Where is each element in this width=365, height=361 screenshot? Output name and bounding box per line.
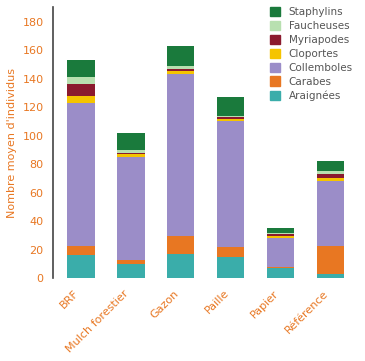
Bar <box>217 247 245 257</box>
Bar <box>67 60 95 77</box>
Bar <box>67 84 95 96</box>
Bar <box>167 254 195 278</box>
Bar <box>117 264 145 278</box>
Bar <box>67 96 95 103</box>
Bar <box>317 171 344 174</box>
Bar <box>167 71 195 74</box>
Bar <box>167 235 195 254</box>
Bar <box>217 97 245 116</box>
Bar <box>117 154 145 157</box>
Bar <box>117 153 145 154</box>
Bar <box>67 103 95 245</box>
Bar <box>267 267 294 268</box>
Bar <box>217 121 245 247</box>
Bar <box>67 77 95 84</box>
Bar <box>217 116 245 117</box>
Bar <box>167 74 195 235</box>
Bar <box>167 46 195 66</box>
Bar <box>267 235 294 238</box>
Bar <box>167 66 195 69</box>
Bar <box>217 117 245 118</box>
Bar <box>67 256 95 278</box>
Bar <box>317 161 344 171</box>
Bar <box>167 69 195 71</box>
Bar <box>117 150 145 153</box>
Bar <box>117 157 145 260</box>
Bar <box>317 245 344 274</box>
Bar <box>267 268 294 278</box>
Bar <box>317 181 344 245</box>
Bar <box>317 174 344 178</box>
Bar <box>267 229 294 232</box>
Bar <box>217 257 245 278</box>
Bar <box>67 245 95 256</box>
Bar <box>267 238 294 267</box>
Bar <box>317 274 344 278</box>
Y-axis label: Nombre moyen d'individus: Nombre moyen d'individus <box>7 68 17 218</box>
Bar <box>267 232 294 234</box>
Bar <box>117 260 145 264</box>
Bar <box>117 133 145 150</box>
Bar <box>217 118 245 121</box>
Bar <box>267 234 294 235</box>
Legend: Staphylins, Faucheuses, Myriapodes, Cloportes, Collemboles, Carabes, Araignées: Staphylins, Faucheuses, Myriapodes, Clop… <box>270 7 353 101</box>
Bar <box>317 178 344 181</box>
